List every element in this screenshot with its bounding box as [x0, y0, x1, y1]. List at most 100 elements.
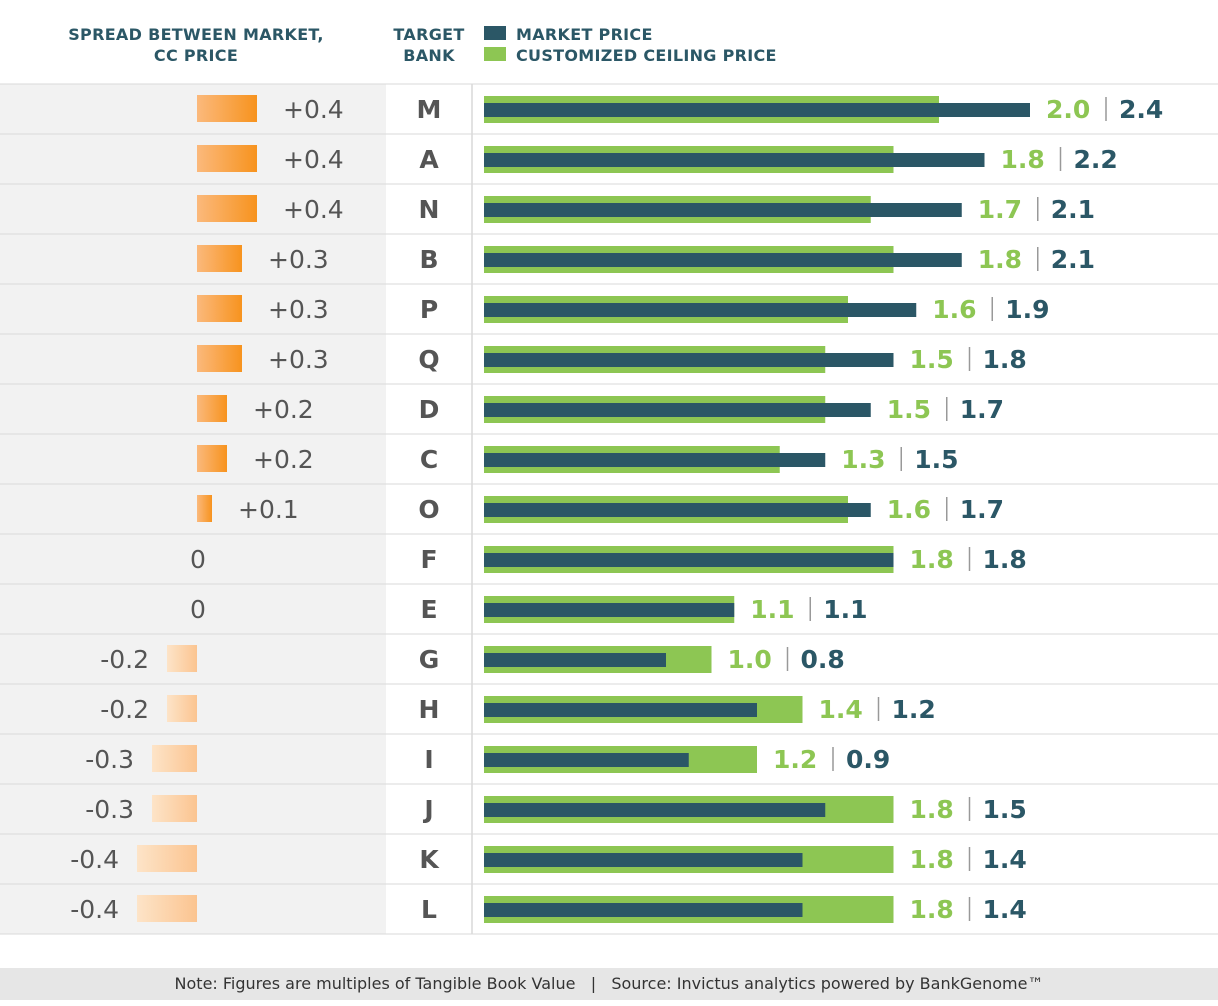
- spread-row-bg: [0, 84, 386, 134]
- cc-value-label: 1.5: [887, 395, 931, 424]
- bank-label: C: [420, 445, 438, 474]
- market-bar: [484, 203, 962, 217]
- market-bar: [484, 903, 803, 917]
- bank-row-bg: [386, 84, 458, 134]
- spread-row-bg: [0, 334, 386, 384]
- cc-value-label: 1.6: [887, 495, 931, 524]
- market-value-label: 1.2: [892, 695, 936, 724]
- footnote: Note: Figures are multiples of Tangible …: [175, 974, 1044, 993]
- bank-label: M: [417, 95, 442, 124]
- spread-label: +0.3: [268, 245, 329, 274]
- bank-label: P: [420, 295, 438, 324]
- cc-value-label: 1.4: [819, 695, 863, 724]
- bank-row-bg: [386, 334, 458, 384]
- cc-value-label: 1.8: [910, 845, 954, 874]
- chart-rows: +0.4 M 2.0 2.4 +0.4 A 1.8 2.2 +0.4 N 1.7 2.1 +0.3 B 1.…: [0, 83, 1218, 935]
- cc-value-label: 2.0: [1046, 95, 1090, 124]
- market-value-label: 2.2: [1074, 145, 1118, 174]
- market-value-label: 1.4: [983, 895, 1027, 924]
- spread-bar: [197, 245, 242, 272]
- bank-label: Q: [418, 345, 439, 374]
- market-value-label: 1.1: [823, 595, 867, 624]
- market-value-label: 2.1: [1051, 245, 1095, 274]
- spread-bar: [197, 295, 242, 322]
- bank-label: H: [419, 695, 440, 724]
- legend-swatch-cc: [484, 47, 506, 61]
- cc-value-label: 1.6: [932, 295, 976, 324]
- market-value-label: 1.5: [914, 445, 958, 474]
- cc-value-label: 1.8: [978, 245, 1022, 274]
- spread-label: +0.4: [283, 95, 344, 124]
- bank-label: D: [419, 395, 440, 424]
- market-bar: [484, 253, 962, 267]
- market-bar: [484, 653, 666, 667]
- spread-row-bg: [0, 284, 386, 334]
- spread-label: +0.3: [268, 295, 329, 324]
- cc-value-label: 1.8: [910, 895, 954, 924]
- spread-bar: [167, 645, 197, 672]
- spread-label: +0.4: [283, 145, 344, 174]
- spread-label: -0.4: [70, 895, 119, 924]
- spread-header-line2: CC PRICE: [154, 46, 238, 65]
- market-bar: [484, 603, 735, 617]
- market-bar: [484, 803, 826, 817]
- spread-label: +0.4: [283, 195, 344, 224]
- spread-label: +0.2: [253, 445, 314, 474]
- spread-row-bg: [0, 484, 386, 534]
- market-bar: [484, 853, 803, 867]
- bank-row-bg: [386, 784, 458, 834]
- bank-row-bg: [386, 134, 458, 184]
- bank-header-line2: BANK: [403, 46, 455, 65]
- spread-row-bg: [0, 384, 386, 434]
- spread-bar: [197, 495, 212, 522]
- market-bar: [484, 553, 894, 567]
- bank-label: G: [419, 645, 440, 674]
- cc-value-label: 1.2: [773, 745, 817, 774]
- bank-row-bg: [386, 584, 458, 634]
- spread-bar: [152, 745, 197, 772]
- bank-row-bg: [386, 884, 458, 934]
- market-bar: [484, 353, 894, 367]
- spread-bar: [167, 695, 197, 722]
- bank-row-bg: [386, 734, 458, 784]
- spread-label: -0.2: [100, 645, 149, 674]
- spread-label: 0: [190, 595, 206, 624]
- market-value-label: 1.9: [1005, 295, 1049, 324]
- cc-value-label: 1.1: [750, 595, 794, 624]
- spread-bar: [197, 145, 257, 172]
- market-bar: [484, 103, 1030, 117]
- market-bar: [484, 153, 985, 167]
- spread-row-bg: [0, 184, 386, 234]
- spread-header-line1: SPREAD BETWEEN MARKET,: [68, 25, 324, 44]
- bank-label: E: [420, 595, 437, 624]
- bank-label: F: [420, 545, 437, 574]
- bank-label: J: [422, 795, 433, 824]
- cc-value-label: 1.7: [978, 195, 1022, 224]
- market-value-label: 1.4: [983, 845, 1027, 874]
- market-bar: [484, 403, 871, 417]
- market-value-label: 1.8: [983, 345, 1027, 374]
- spread-bar: [137, 845, 197, 872]
- bank-label: I: [424, 745, 433, 774]
- spread-row-bg: [0, 434, 386, 484]
- market-value-label: 0.8: [801, 645, 845, 674]
- cc-value-label: 1.5: [910, 345, 954, 374]
- cc-value-label: 1.8: [910, 545, 954, 574]
- footnote-band: [0, 968, 1218, 1000]
- spread-bar: [197, 345, 242, 372]
- bank-row-bg: [386, 384, 458, 434]
- market-value-label: 1.5: [983, 795, 1027, 824]
- cc-value-label: 1.0: [728, 645, 772, 674]
- bank-row-bg: [386, 284, 458, 334]
- spread-label: +0.2: [253, 395, 314, 424]
- market-value-label: 2.1: [1051, 195, 1095, 224]
- market-value-label: 0.9: [846, 745, 890, 774]
- spread-label: +0.1: [238, 495, 299, 524]
- spread-label: 0: [190, 545, 206, 574]
- bank-label: L: [421, 895, 437, 924]
- market-value-label: 1.7: [960, 395, 1004, 424]
- market-value-label: 1.8: [983, 545, 1027, 574]
- bank-row-bg: [386, 484, 458, 534]
- market-bar: [484, 753, 689, 767]
- bank-row-bg: [386, 234, 458, 284]
